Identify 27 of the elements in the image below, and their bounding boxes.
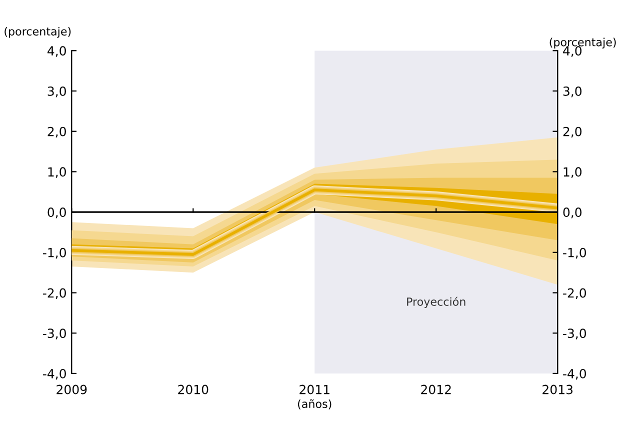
x-axis-title: (años) — [298, 399, 332, 410]
x-tick-label: 2011 — [300, 384, 330, 394]
y-tick-label: 1,0 — [48, 167, 66, 178]
y-tick-label: 3,0 — [48, 86, 66, 98]
x-tick-label: 2010 — [178, 384, 208, 394]
y2-tick-label: -1,0 — [563, 248, 586, 259]
y-tick-label: -3,0 — [43, 328, 66, 340]
y-tick-label: -2,0 — [43, 288, 66, 299]
x-tick-label: 2009 — [56, 384, 87, 394]
y2-tick-label: 2,0 — [563, 126, 582, 138]
y2-tick-label: -4,0 — [563, 368, 586, 380]
y-tick-label: 2,0 — [48, 126, 66, 138]
y-tick-label: 0,0 — [48, 208, 66, 218]
y2-tick-label: 3,0 — [563, 86, 582, 98]
y2-tick-label: 0,0 — [563, 208, 582, 218]
x-tick-label: 2013 — [542, 384, 572, 394]
y2-tick-label: -3,0 — [563, 328, 586, 340]
y2-tick-label: -2,0 — [563, 288, 586, 299]
y2-tick-label: 4,0 — [563, 46, 582, 57]
y2-axis-title: (porcentaje) — [550, 38, 616, 48]
y2-tick-label: 1,0 — [564, 167, 582, 178]
x-tick-label: 2012 — [421, 384, 451, 394]
y-axis-title: (porcentaje) — [4, 26, 71, 38]
y-tick-label: -1,0 — [43, 248, 66, 259]
y-tick-label: -4,0 — [43, 368, 66, 380]
band-label: Proyección — [407, 296, 466, 308]
y-tick-label: 4,0 — [48, 46, 66, 57]
